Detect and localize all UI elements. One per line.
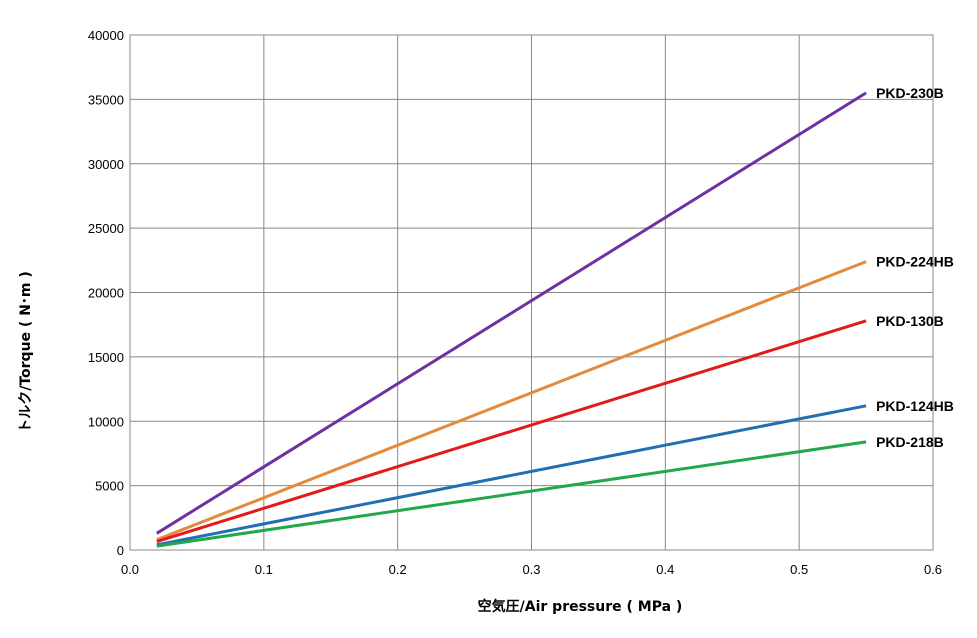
- series-label-pkd-230b: PKD-230B: [876, 85, 944, 101]
- x-tick-label: 0.0: [121, 562, 139, 577]
- y-tick-label: 20000: [88, 286, 124, 301]
- x-axis-ticks: 0.0 0.1 0.2 0.3 0.4 0.5 0.6: [121, 562, 942, 577]
- y-axis-title: トルク/Torque ( N･m ): [18, 271, 34, 433]
- series-label-pkd-218b: PKD-218B: [876, 434, 944, 450]
- y-tick-label: 15000: [88, 350, 124, 365]
- series-line-pkd-224hb: [156, 260, 867, 542]
- series-line-pkd-230b: [156, 91, 867, 535]
- x-tick-label: 0.5: [790, 562, 808, 577]
- y-tick-label: 5000: [95, 479, 124, 494]
- y-tick-label: 25000: [88, 221, 124, 236]
- x-tick-label: 0.2: [389, 562, 407, 577]
- plot-area: [129, 34, 934, 551]
- y-axis-ticks: 0 5000 10000 15000 20000 25000 30000 35000 40000: [88, 28, 124, 558]
- y-tick-label: 0: [117, 543, 124, 558]
- y-tick-label: 40000: [88, 28, 124, 43]
- series-line-pkd-124hb: [156, 404, 867, 547]
- x-tick-label: 0.3: [522, 562, 540, 577]
- x-axis-title: 空気圧/Air pressure ( MPa ): [478, 598, 683, 615]
- series-label-pkd-130b: PKD-130B: [876, 313, 944, 329]
- series-line-pkd-218b: [156, 440, 867, 548]
- series-label-pkd-224hb: PKD-224HB: [876, 254, 954, 270]
- series-labels: PKD-230B PKD-224HB PKD-130B PKD-124HB PKD-21…: [876, 85, 954, 450]
- y-tick-label: 30000: [88, 157, 124, 172]
- x-tick-label: 0.1: [255, 562, 273, 577]
- y-tick-label: 10000: [88, 414, 124, 429]
- series-label-pkd-124hb: PKD-124HB: [876, 398, 954, 414]
- series-lines: [156, 91, 867, 548]
- grid: [129, 34, 934, 551]
- y-tick-label: 35000: [88, 92, 124, 107]
- series-line-pkd-130b: [156, 319, 867, 544]
- x-tick-label: 0.4: [656, 562, 674, 577]
- x-tick-label: 0.6: [924, 562, 942, 577]
